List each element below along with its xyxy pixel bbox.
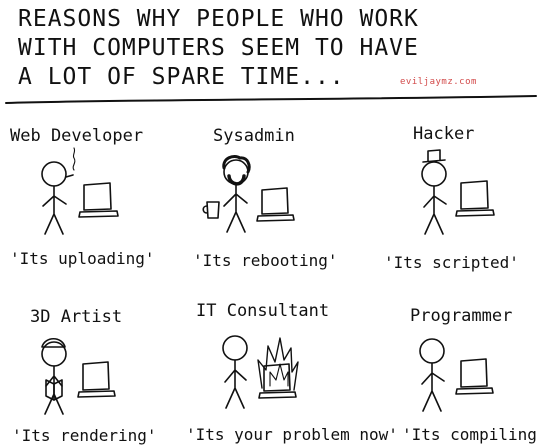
- laptop-icon: [77, 361, 116, 398]
- panel-role-label: Hacker: [413, 124, 474, 144]
- title-line-3: A LOT OF SPARE TIME...: [18, 64, 345, 90]
- laptop-icon: [256, 187, 295, 222]
- title-divider: [5, 95, 537, 104]
- panel-quote: 'Its rebooting': [193, 251, 338, 270]
- top-hat-icon: [422, 149, 446, 163]
- smoke-wisp-icon: [72, 147, 76, 171]
- panel-quote: 'Its uploading': [10, 249, 155, 268]
- panel-hacker: Hacker 'Its scripted': [384, 124, 519, 272]
- title-line-2: WITH COMPUTERS SEEM TO HAVE: [18, 35, 419, 61]
- panel-sysadmin: Sysadmin 'Its rebooting': [193, 126, 338, 270]
- panel-quote: 'Its scripted': [384, 253, 519, 272]
- title-line-1: REASONS WHY PEOPLE WHO WORK: [18, 6, 419, 32]
- cigarette: [65, 174, 74, 178]
- stick-figure: [419, 338, 445, 412]
- laptop-icon: [455, 358, 494, 395]
- coffee-mug-icon: [202, 201, 220, 219]
- beard: [227, 174, 246, 186]
- panel-web-developer: Web Developer 'Its uploading': [10, 126, 155, 268]
- panel-role-label: Sysadmin: [213, 126, 295, 146]
- panel-role-label: IT Consultant: [196, 301, 329, 321]
- panel-role-label: Web Developer: [10, 126, 143, 146]
- panel-quote: 'Its your problem now': [186, 425, 398, 444]
- stick-figure: [222, 335, 248, 409]
- panel-it-consultant: IT Consultant 'Its your problem now': [186, 301, 398, 444]
- hair: [222, 154, 251, 174]
- stick-figure: [41, 337, 67, 415]
- laptop-icon: [455, 180, 495, 217]
- laptop-icon: [78, 182, 119, 218]
- panel-quote: 'Its compiling': [402, 425, 540, 444]
- panel-quote: 'Its rendering': [12, 426, 157, 445]
- stick-figure: [41, 147, 76, 235]
- panel-role-label: Programmer: [410, 306, 512, 326]
- beret-icon: [41, 337, 66, 348]
- book-icon: [45, 379, 63, 401]
- stick-figure: [421, 149, 447, 235]
- panel-role-label: 3D Artist: [30, 307, 122, 327]
- fire-icon: [257, 337, 299, 391]
- credit-text: eviljaymz.com: [400, 77, 477, 87]
- panel-3d-artist: 3D Artist 'Its rendering': [12, 307, 157, 445]
- panel-programmer: Programmer 'Its compiling': [402, 306, 540, 444]
- stick-figure: [222, 154, 251, 233]
- burning-laptop-icon: [257, 337, 299, 399]
